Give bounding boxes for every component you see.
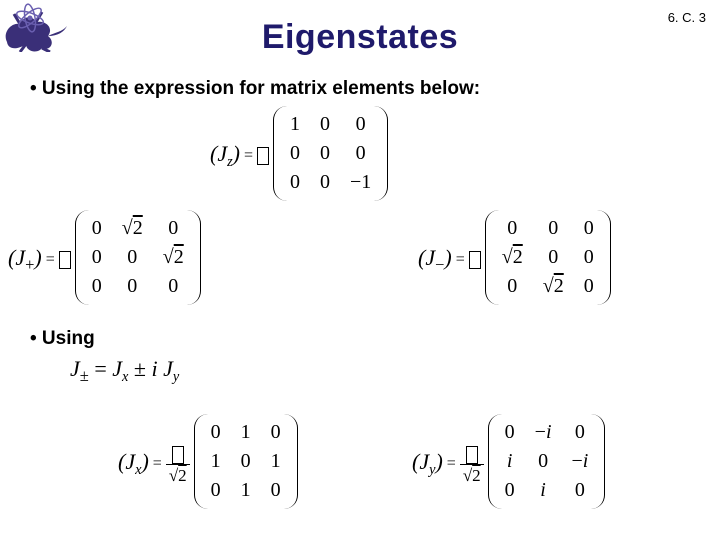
bullet-2: • Using bbox=[30, 328, 95, 350]
hbar-icon bbox=[257, 147, 269, 165]
equation-ladder: J± = Jx ± i Jy bbox=[70, 356, 179, 386]
slide: 6. C. 3 Eigenstates • Using the expressi… bbox=[0, 0, 720, 540]
hbar-icon bbox=[466, 446, 478, 464]
equation-jx: (Jx) = √2 010 101 010 bbox=[118, 414, 298, 514]
hbar-icon bbox=[172, 446, 184, 464]
bullet-1: • Using the expression for matrix elemen… bbox=[30, 78, 480, 100]
equation-jy: (Jy) = √2 0−i0 i0−i 0i0 bbox=[412, 414, 605, 514]
hbar-icon bbox=[469, 251, 481, 269]
equation-jminus: (J−) = 000 √200 0√20 bbox=[418, 210, 611, 310]
equation-jz: (Jz) = 100 000 00−1 bbox=[210, 106, 388, 206]
page-title: Eigenstates bbox=[0, 18, 720, 57]
equation-jplus: (J+) = 0√20 00√2 000 bbox=[8, 210, 201, 310]
hbar-icon bbox=[59, 251, 71, 269]
